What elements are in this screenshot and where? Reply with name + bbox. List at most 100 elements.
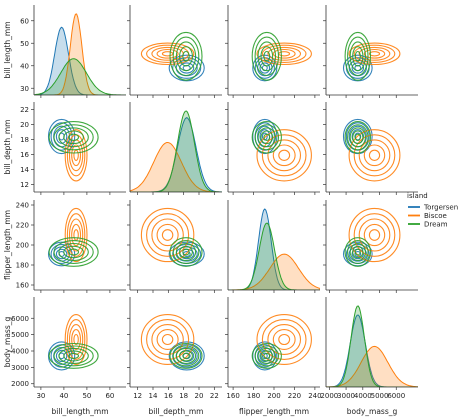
- contour-bill-length-mm-bill-depth-mm-biscoe-level-2: [71, 144, 82, 167]
- x-tick-label-flipper-length-mm-2: 200: [267, 392, 280, 400]
- x-tick-label-body-mass-g-1: 3000: [337, 392, 355, 400]
- contour-flipper-length-mm-bill-depth-mm-biscoe-level-1: [278, 149, 291, 161]
- contour-bill-length-mm-bill-depth-mm-dream-level-1: [68, 133, 80, 141]
- kde-bill-length-mm-dream: [34, 58, 126, 95]
- kde-bill-depth-mm-dream: [130, 110, 222, 192]
- panel-bill-depth-mm-vs-bill-depth-mm: [129, 102, 222, 195]
- contour-flipper-length-mm-bill-depth-mm-dream-level-2: [260, 130, 274, 145]
- contour-bill-depth-mm-flipper-length-mm-biscoe-level-1: [161, 229, 174, 241]
- contour-bill-depth-mm-flipper-length-mm-dream-level-5: [169, 237, 203, 267]
- x-tick-label-body-mass-g-2: 4000: [354, 392, 372, 400]
- contour-bill-depth-mm-body-mass-g-dream-level-1: [182, 352, 190, 359]
- panel-flipper-length-mm-vs-bill-depth-mm: [127, 200, 222, 293]
- contour-bill-depth-mm-flipper-length-mm-biscoe-level-5: [140, 207, 195, 263]
- contour-flipper-length-mm-bill-length-mm-dream-level-4: [254, 36, 280, 77]
- contour-bill-length-mm-bill-depth-mm-dream-level-3: [58, 127, 89, 148]
- contour-body-mass-g-bill-length-mm-dream-level-2: [352, 46, 364, 67]
- contour-body-mass-g-bill-length-mm-biscoe-level-3: [358, 46, 391, 61]
- contour-body-mass-g-flipper-length-mm-biscoe-level-5: [348, 207, 401, 263]
- contour-bill-length-mm-body-mass-g-dream-level-4: [53, 345, 94, 367]
- contour-flipper-length-mm-body-mass-g-biscoe-level-5: [256, 314, 312, 365]
- contour-flipper-length-mm-bill-length-mm-dream-level-2: [260, 46, 274, 67]
- contour-bill-length-mm-bill-depth-mm-dream-level-5: [48, 121, 99, 154]
- contour-bill-depth-mm-bill-length-mm-dream-level-2: [179, 46, 193, 67]
- panel-body-mass-g-vs-bill-length-mm: 30 40 50 60 2000 3000 4000 5000 6000: [11, 297, 126, 400]
- contour-flipper-length-mm-bill-length-mm-dream-level-3: [257, 41, 277, 72]
- contour-bill-depth-mm-body-mass-g-dream-level-2: [179, 350, 193, 362]
- y-axis-label-bill-length-mm: bill_length_mm: [3, 21, 12, 78]
- panel-content-3-0: [47, 314, 99, 371]
- panel-content-1-3: [342, 118, 401, 182]
- contour-bill-depth-mm-bill-length-mm-biscoe-level-1: [161, 51, 174, 57]
- contour-body-mass-g-bill-length-mm-dream-level-3: [349, 41, 366, 72]
- contour-flipper-length-mm-body-mass-g-biscoe-level-2: [272, 329, 296, 350]
- panel-content-1-1: [130, 110, 222, 192]
- x-tick-label-bill-depth-mm-0: 12: [133, 392, 142, 400]
- contour-body-mass-g-bill-depth-mm-biscoe-level-4: [353, 134, 396, 177]
- contour-body-mass-g-bill-length-mm-biscoe-level-1: [368, 51, 381, 57]
- contour-body-mass-g-bill-depth-mm-torgersen-level-5: [342, 118, 373, 155]
- contour-bill-length-mm-flipper-length-mm-dream-level-5: [48, 237, 99, 267]
- contour-body-mass-g-flipper-length-mm-torgersen-level-1: [354, 251, 362, 257]
- panel-content-1-2: [251, 118, 312, 182]
- contour-bill-depth-mm-body-mass-g-dream-level-3: [175, 347, 197, 364]
- panel-flipper-length-mm-vs-flipper-length-mm: [227, 200, 320, 293]
- x-tick-label-bill-length-mm-2: 50: [82, 392, 91, 400]
- contour-bill-depth-mm-body-mass-g-biscoe-level-4: [146, 319, 190, 360]
- contour-bill-length-mm-body-mass-g-dream-level-3: [58, 347, 89, 364]
- x-tick-label-body-mass-g-0: 2000: [320, 392, 338, 400]
- contour-bill-length-mm-flipper-length-mm-dream-level-2: [63, 245, 84, 259]
- panels-layer: 30 40 50 60 12 14 16 18 20 22 160 180 200 220 240 30 40 5…: [3, 5, 418, 416]
- x-tick-label-bill-depth-mm-3: 18: [179, 392, 188, 400]
- x-axis-label-bill-depth-mm: bill_depth_mm: [149, 407, 204, 416]
- y-tick-label-flipper-length-mm-3: 220: [16, 222, 29, 230]
- y-tick-label-body-mass-g-1: 3000: [11, 364, 29, 372]
- contour-body-mass-g-bill-depth-mm-biscoe-level-5: [348, 129, 401, 182]
- kde-body-mass-g-torgersen: [326, 314, 418, 387]
- contour-flipper-length-mm-bill-depth-mm-dream-level-5: [251, 121, 282, 154]
- contour-bill-length-mm-body-mass-g-dream-level-1: [68, 352, 80, 359]
- y-tick-label-body-mass-g-4: 6000: [11, 315, 29, 323]
- contour-bill-depth-mm-flipper-length-mm-dream-level-1: [182, 248, 190, 256]
- x-tick-label-body-mass-g-4: 6000: [387, 392, 405, 400]
- contour-body-mass-g-bill-length-mm-torgersen-level-2: [351, 62, 365, 74]
- contour-bill-length-mm-flipper-length-mm-dream-level-3: [58, 242, 89, 262]
- contour-body-mass-g-bill-depth-mm-dream-level-1: [354, 133, 361, 141]
- contour-bill-depth-mm-body-mass-g-biscoe-level-3: [151, 324, 184, 355]
- contour-body-mass-g-bill-depth-mm-dream-level-3: [349, 127, 366, 148]
- panel-content-0-3: [342, 31, 401, 82]
- panel-content-2-2: [228, 208, 320, 290]
- contour-flipper-length-mm-bill-length-mm-torgersen-level-5: [252, 54, 278, 82]
- panel-body-mass-g-vs-flipper-length-mm: 160 180 200 220 240: [225, 297, 322, 400]
- y-axis-label-flipper-length-mm: flipper_length_mm: [3, 210, 12, 280]
- legend-title: island: [407, 192, 428, 200]
- panel-content-3-3: [326, 305, 418, 387]
- x-tick-label-bill-length-mm-0: 30: [36, 392, 45, 400]
- contour-bill-length-mm-bill-depth-mm-biscoe-level-5: [64, 129, 88, 182]
- contour-body-mass-g-bill-length-mm-dream-level-5: [344, 31, 372, 81]
- contour-body-mass-g-flipper-length-mm-dream-level-3: [349, 242, 366, 262]
- contour-bill-length-mm-flipper-length-mm-biscoe-level-5: [64, 207, 88, 263]
- contour-bill-depth-mm-bill-length-mm-dream-level-1: [182, 50, 190, 62]
- contour-flipper-length-mm-bill-length-mm-biscoe-level-1: [278, 51, 291, 57]
- contour-flipper-length-mm-bill-length-mm-biscoe-level-2: [272, 48, 296, 59]
- contour-flipper-length-mm-body-mass-g-torgersen-level-5: [252, 341, 278, 371]
- contour-flipper-length-mm-bill-depth-mm-dream-level-1: [263, 133, 271, 141]
- x-tick-label-bill-length-mm-1: 40: [59, 392, 68, 400]
- x-tick-label-bill-depth-mm-1: 14: [149, 392, 158, 400]
- contour-bill-depth-mm-bill-length-mm-dream-level-3: [175, 41, 197, 72]
- contour-body-mass-g-bill-depth-mm-dream-level-5: [344, 121, 372, 154]
- contour-flipper-length-mm-bill-length-mm-biscoe-level-3: [267, 46, 302, 61]
- panel-bill-length-mm-vs-flipper-length-mm: [225, 5, 320, 98]
- contour-body-mass-g-bill-length-mm-biscoe-level-5: [348, 42, 401, 66]
- contour-bill-length-mm-flipper-length-mm-dream-level-1: [68, 248, 80, 256]
- panel-content-2-3: [342, 207, 401, 267]
- contour-flipper-length-mm-bill-length-mm-torgersen-level-2: [259, 62, 271, 74]
- contour-flipper-length-mm-body-mass-g-biscoe-level-4: [261, 319, 307, 360]
- contour-bill-depth-mm-bill-length-mm-dream-level-5: [169, 31, 203, 81]
- contour-bill-depth-mm-flipper-length-mm-dream-level-4: [172, 240, 200, 264]
- contour-bill-length-mm-body-mass-g-torgersen-level-5: [47, 341, 76, 371]
- contour-body-mass-g-flipper-length-mm-dream-level-5: [344, 237, 372, 267]
